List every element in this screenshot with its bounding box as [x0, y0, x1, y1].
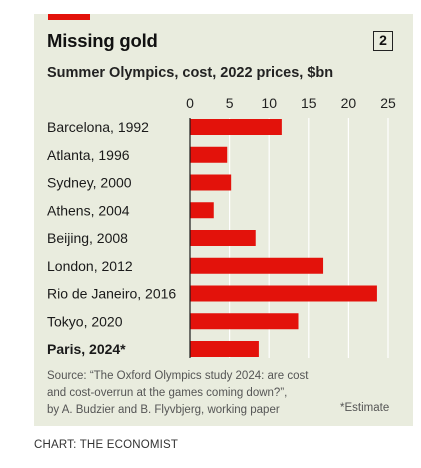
category-label: London, 2012 [47, 258, 133, 274]
x-tick-label: 25 [380, 95, 396, 111]
chart-subtitle: Summer Olympics, cost, 2022 prices, $bn [47, 65, 334, 81]
estimate-footnote: *Estimate [340, 402, 390, 414]
accent-bar [48, 14, 90, 20]
bar [190, 257, 324, 274]
chart-source: Source: “The Oxford Olympics study 2024:… [47, 370, 309, 416]
category-labels: Barcelona, 1992 Atlanta, 1996 Sydney, 2000… [47, 119, 176, 357]
category-label: Athens, 2004 [47, 202, 130, 218]
x-tick-label: 0 [186, 95, 194, 111]
chart-credit: CHART: THE ECONOMIST [34, 439, 179, 451]
category-label: Tokyo, 2020 [47, 313, 123, 329]
x-axis-ticks: 0 5 10 15 20 25 [186, 95, 396, 111]
bar [190, 146, 228, 163]
bar [190, 119, 282, 135]
category-label: Barcelona, 1992 [47, 119, 149, 135]
category-label: Sydney, 2000 [47, 175, 132, 191]
category-label: Beijing, 2008 [47, 230, 128, 246]
bar [190, 313, 299, 330]
category-label: Atlanta, 1996 [47, 147, 130, 163]
bar [190, 285, 377, 302]
category-label: Paris, 2024* [47, 341, 126, 357]
x-tick-label: 5 [226, 95, 234, 111]
x-tick-label: 15 [301, 95, 317, 111]
chart-card [34, 14, 413, 426]
bars [190, 119, 377, 357]
x-tick-label: 10 [261, 95, 277, 111]
chart-number-badge: 2 [373, 31, 393, 51]
bar [190, 341, 259, 357]
bar [190, 174, 232, 191]
x-tick-label: 20 [341, 95, 357, 111]
category-label: Rio de Janeiro, 2016 [47, 286, 176, 302]
bar [190, 230, 256, 246]
chart-title: Missing gold [47, 30, 158, 51]
bar [190, 202, 214, 219]
